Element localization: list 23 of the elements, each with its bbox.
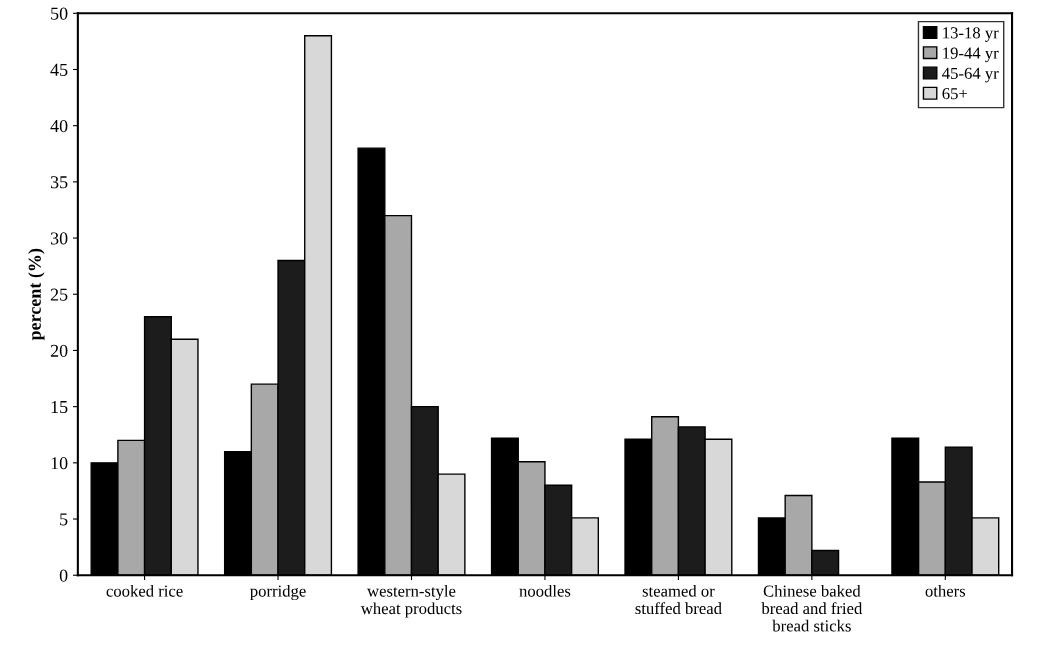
legend-label: 19-44 yr	[943, 47, 999, 63]
x-tick-label: Chinese baked bread and fried bread sticks	[761, 584, 863, 632]
y-tick-label: 25	[50, 288, 68, 301]
legend-label: 13-18 yr	[943, 27, 999, 42]
y-tick-label: 35	[50, 176, 68, 189]
y-tick-label: 50	[51, 7, 68, 20]
x-tick-label: steamed or stuffed bread	[635, 584, 722, 615]
y-axis-title: percent (%)	[28, 248, 45, 341]
x-tick-label: others	[925, 584, 966, 597]
x-tick-label: western-style wheat products	[360, 584, 462, 618]
x-tick-label: noodles	[519, 584, 571, 597]
y-tick-label: 10	[51, 457, 68, 470]
y-tick-label: 40	[50, 119, 68, 133]
y-tick-label: 15	[51, 400, 68, 414]
legend-label: 65+	[942, 88, 968, 100]
x-tick-label: porridge	[250, 584, 306, 601]
y-tick-label: 30	[50, 232, 68, 245]
y-tick-label: 45	[50, 63, 68, 76]
y-tick-label: 5	[60, 513, 68, 526]
legend-label: 45-64 yr	[942, 67, 999, 83]
y-tick-label: 20	[50, 344, 68, 357]
y-tick-label: 0	[59, 569, 68, 582]
x-tick-label: cooked rice	[106, 584, 183, 597]
